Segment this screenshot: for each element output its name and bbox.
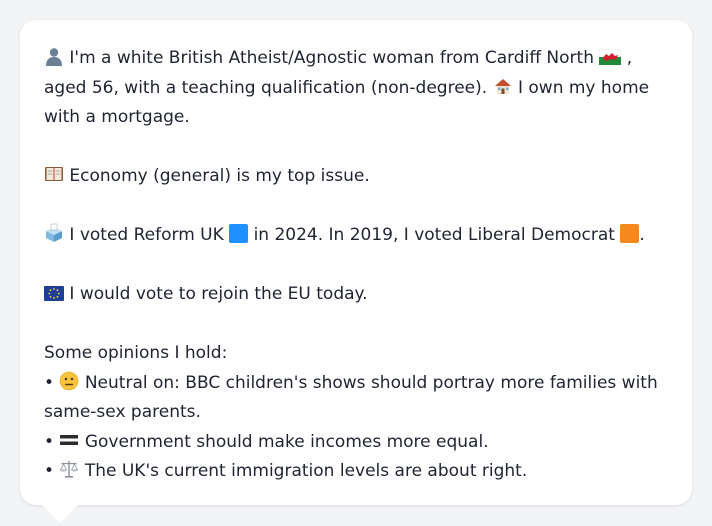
reform-uk-color-badge bbox=[229, 224, 249, 243]
spacer bbox=[44, 310, 668, 340]
ledger-icon bbox=[44, 166, 69, 186]
eu-text: I would vote to rejoin the EU today. bbox=[69, 284, 368, 304]
intro-text-2: , aged 56, with a teaching qualification… bbox=[44, 48, 633, 98]
opinions-heading: Some opinions I hold: bbox=[44, 343, 228, 363]
voting-text-1: I voted Reform UK bbox=[69, 225, 224, 245]
spacer bbox=[44, 133, 668, 163]
wales-flag-icon bbox=[599, 48, 626, 68]
eu-paragraph: I would vote to rejoin the EU today. bbox=[44, 280, 668, 310]
profile-bubble: I'm a white British Atheist/Agnostic wom… bbox=[20, 20, 692, 523]
person-icon bbox=[44, 48, 69, 68]
ballot-box-icon bbox=[44, 223, 69, 245]
liberal-democrat-color-badge bbox=[620, 224, 640, 243]
intro-text-1: I'm a white British Atheist/Agnostic wom… bbox=[69, 48, 594, 68]
opinion-text: Neutral on: BBC children's shows should … bbox=[44, 372, 658, 423]
eu-flag-icon bbox=[44, 284, 69, 304]
intro-text-3: I own my home with a mortgage. bbox=[44, 77, 650, 128]
intro-paragraph: I'm a white British Atheist/Agnostic wom… bbox=[44, 44, 668, 133]
neutral-face-icon bbox=[59, 371, 84, 393]
bullet: • bbox=[44, 372, 55, 393]
equals-icon bbox=[59, 432, 84, 452]
opinion-item: • Neutral on: BBC children's shows shoul… bbox=[44, 369, 668, 428]
scales-icon bbox=[59, 461, 84, 481]
top-issue-paragraph: Economy (general) is my top issue. bbox=[44, 162, 668, 192]
voting-text-2: in 2024. In 2019, I voted Liberal Democr… bbox=[253, 225, 615, 245]
spacer bbox=[44, 192, 668, 222]
opinion-item: • The UK's current immigration levels ar… bbox=[44, 457, 668, 487]
spacer bbox=[44, 251, 668, 281]
house-icon bbox=[493, 78, 518, 98]
bullet: • bbox=[44, 461, 55, 481]
opinion-text: Government should make incomes more equa… bbox=[84, 431, 489, 452]
top-issue-text: Economy (general) is my top issue. bbox=[69, 166, 370, 186]
bullet: • bbox=[44, 431, 55, 452]
profile-card: I'm a white British Atheist/Agnostic wom… bbox=[20, 20, 692, 505]
voting-paragraph: I voted Reform UK in 2024. In 2019, I vo… bbox=[44, 221, 668, 251]
opinion-item: • Government should make incomes more eq… bbox=[44, 428, 668, 458]
bubble-pointer bbox=[42, 505, 78, 523]
opinion-text: The UK's current immigration levels are … bbox=[84, 461, 528, 481]
voting-text-3: . bbox=[639, 225, 645, 245]
